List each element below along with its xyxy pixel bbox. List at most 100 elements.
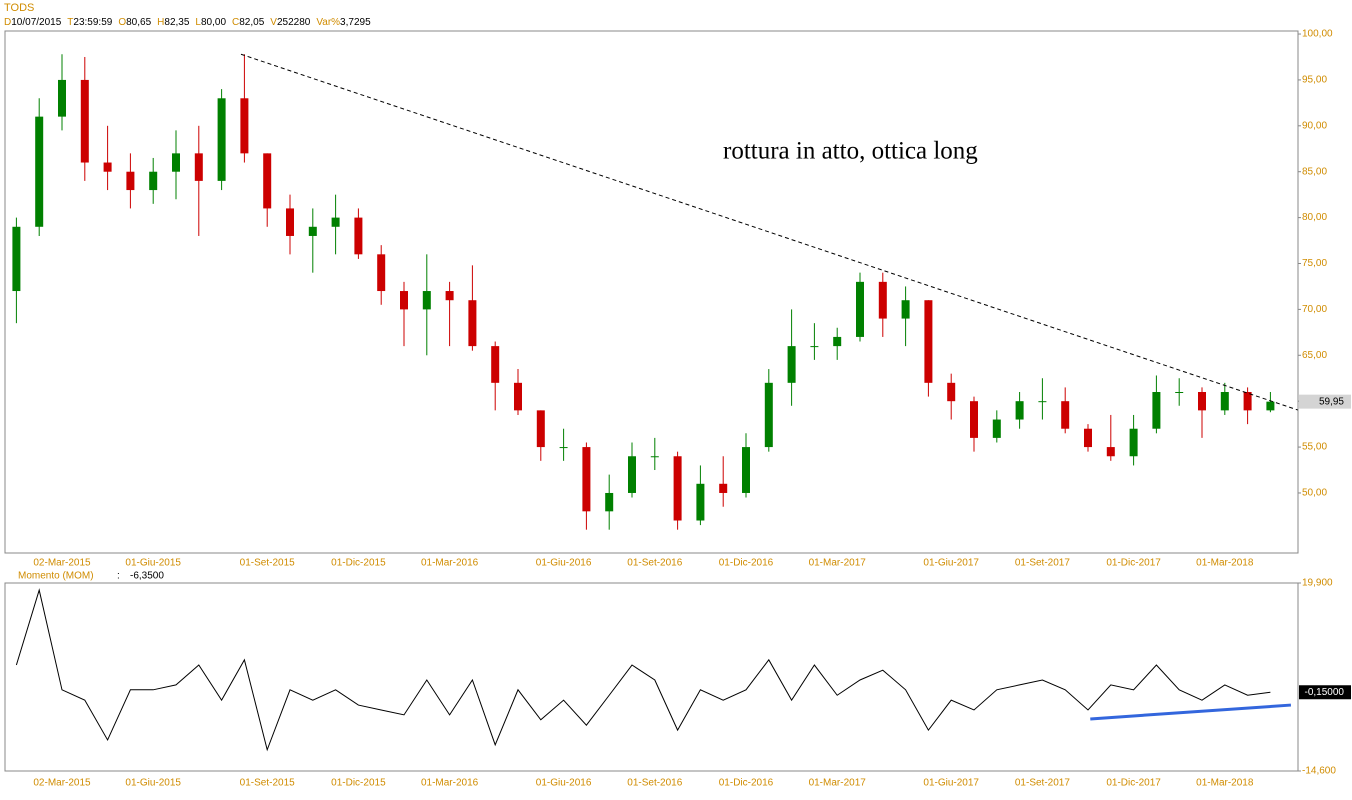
momentum-readout: -6,3500 [130, 571, 164, 582]
candle-body [787, 346, 796, 383]
x-tick-label: 01-Mar-2018 [1196, 778, 1254, 789]
candle-body [217, 98, 226, 181]
last-value-label: 59,95 [1319, 396, 1344, 407]
last-value-box [1299, 685, 1351, 700]
candle-body [582, 447, 591, 512]
x-tick-label: 01-Dic-2015 [331, 778, 386, 789]
x-tick-label: 01-Dic-2017 [1106, 778, 1161, 789]
candle-body [126, 171, 135, 191]
candle-body [878, 281, 887, 319]
candle-body [970, 401, 978, 438]
candle-body [924, 300, 933, 383]
candle-body [1038, 401, 1047, 403]
header-key: Var% [316, 17, 340, 28]
x-tick-label: 02-Mar-2015 [33, 778, 91, 789]
symbol: TODS [4, 2, 34, 14]
x-tick-label: 01-Set-2015 [240, 778, 295, 789]
candle-body [1084, 428, 1092, 448]
candle-body [1015, 401, 1024, 420]
y-tick-label: 19,900 [1302, 578, 1333, 589]
candle-body [1152, 392, 1161, 429]
candle-body [673, 456, 682, 521]
candle-body [308, 226, 317, 236]
x-tick-label: 01-Dic-2017 [1106, 558, 1161, 569]
header-key: H [157, 17, 164, 28]
x-tick-label: 01-Dic-2016 [719, 558, 774, 569]
header-key: T [67, 17, 73, 28]
candle-body [650, 456, 659, 458]
header-fields: D10/07/2015 T23:59:59 O80,65 H82,35 L80,00 C8… [4, 17, 371, 28]
candle-body [856, 281, 864, 337]
candle-body [12, 226, 21, 292]
y-tick-label: 75,00 [1302, 258, 1327, 269]
y-tick-label: 55,00 [1302, 442, 1327, 453]
momentum-line [15, 588, 1271, 752]
x-tick-label: 01-Dic-2016 [719, 778, 774, 789]
candle-body [331, 217, 340, 227]
x-tick-label: 01-Set-2017 [1015, 558, 1070, 569]
candle-body [1266, 401, 1275, 411]
candle-body [536, 410, 545, 448]
candle-body [901, 300, 910, 319]
candle-body [696, 483, 705, 521]
x-tick-label: 01-Giu-2015 [125, 558, 181, 569]
x-tick-label: 02-Mar-2015 [33, 558, 91, 569]
candle-body [947, 382, 956, 402]
header-value: 23:59:59 [73, 17, 112, 28]
x-tick-label: 01-Mar-2016 [421, 778, 479, 789]
candle-body [172, 153, 180, 172]
annotation: rottura in atto, ottica long [723, 138, 978, 165]
y-tick-label: 70,00 [1302, 304, 1327, 315]
momentum-panel [4, 582, 1299, 772]
last-value-box [1299, 394, 1351, 409]
y-tick-label: 80,00 [1302, 212, 1327, 223]
x-tick-label: 01-Giu-2016 [536, 558, 592, 569]
x-tick-label: 01-Mar-2018 [1196, 558, 1254, 569]
header-value: 82,35 [164, 17, 189, 28]
candle-body [605, 492, 614, 512]
candle-body [1061, 401, 1070, 429]
x-tick-label: 01-Giu-2016 [536, 778, 592, 789]
candle-body [422, 291, 431, 310]
candle-body [491, 346, 500, 383]
y-tick-label: 100,00 [1302, 29, 1333, 40]
header-key: V [270, 17, 277, 28]
y-tick-label: 85,00 [1302, 166, 1327, 177]
candle-body [514, 382, 522, 411]
candle-body [58, 79, 66, 117]
header-value: 3,7295 [340, 17, 371, 28]
candle-body [1243, 392, 1252, 411]
candle-body [1220, 392, 1229, 411]
candle-body [80, 79, 89, 163]
candle-body [286, 208, 294, 236]
x-tick-label: 01-Set-2016 [627, 558, 682, 569]
candle-body [1198, 392, 1206, 411]
candle-body [559, 447, 568, 449]
y-tick-label: 95,00 [1302, 75, 1327, 86]
momentum-colon: : [117, 571, 120, 582]
header-value: 80,65 [126, 17, 151, 28]
x-tick-label: 01-Giu-2017 [923, 778, 979, 789]
header-key: O [118, 17, 126, 28]
momentum-title: Momento (MOM) [18, 571, 94, 582]
candle-body [628, 456, 636, 493]
x-tick-label: 01-Mar-2017 [809, 778, 867, 789]
header-key: C [232, 17, 239, 28]
header-value: 80,00 [201, 17, 226, 28]
candle-body [468, 300, 477, 347]
header-key: D [4, 17, 11, 28]
candle-body [149, 171, 158, 191]
candle-body [103, 162, 112, 172]
header-value: 82,05 [239, 17, 264, 28]
candle-body [194, 153, 203, 181]
candle-body [240, 98, 249, 154]
header-value: 252280 [277, 17, 311, 28]
header-key: L [195, 17, 201, 28]
y-tick-label: 50,00 [1302, 488, 1327, 499]
x-tick-label: 01-Mar-2017 [809, 558, 867, 569]
header-value: 10/07/2015 [11, 17, 61, 28]
candle-body [400, 291, 408, 310]
candle-body [719, 483, 728, 493]
candle-body [1129, 428, 1138, 457]
